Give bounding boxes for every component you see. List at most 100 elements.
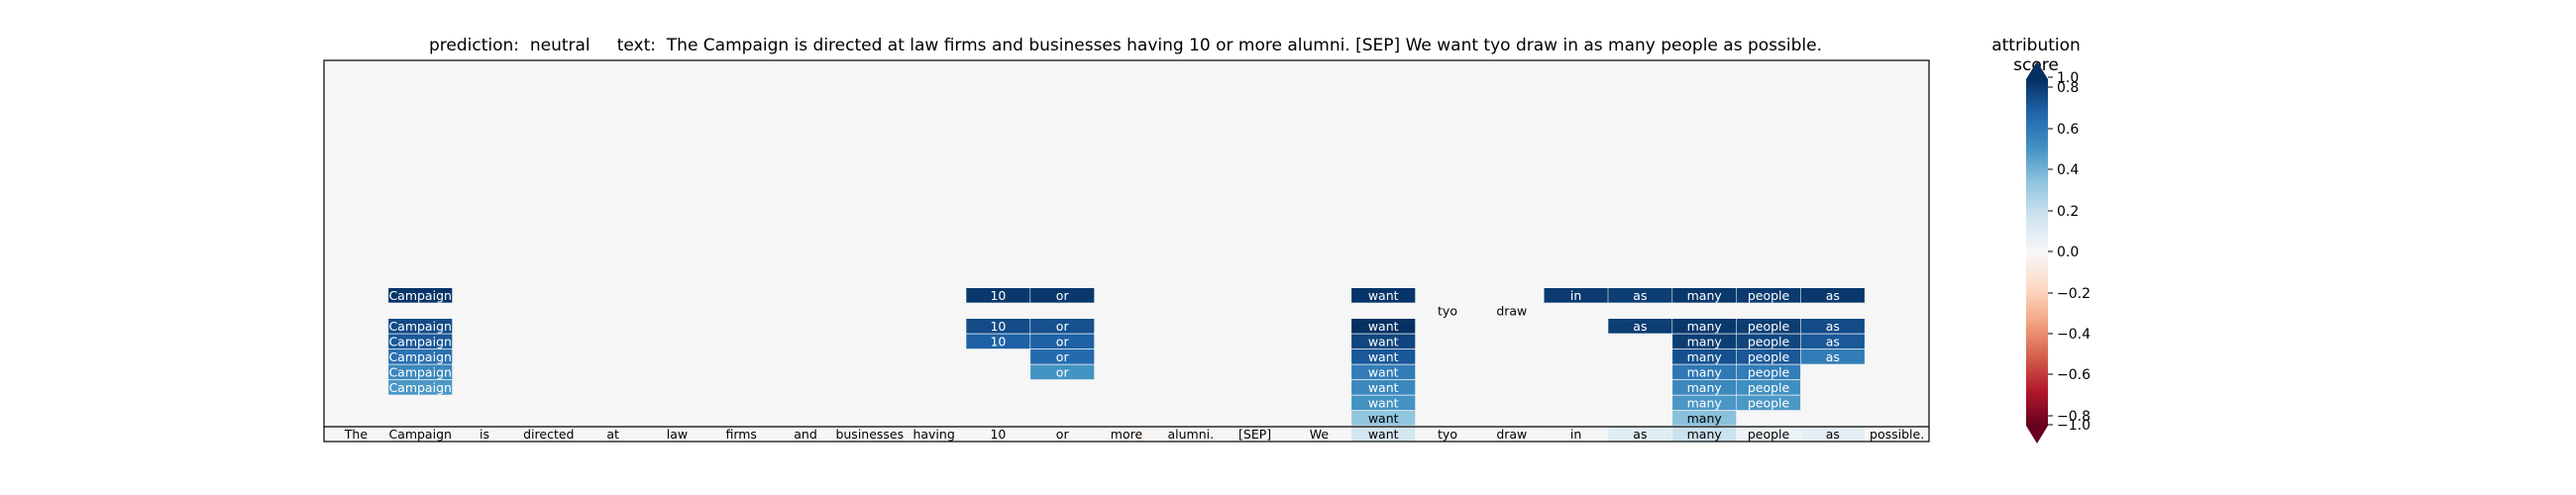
heatmap-cell: [1094, 427, 1159, 442]
cell-token-label: tyo: [1438, 427, 1457, 442]
heatmap-cell: [1608, 427, 1672, 442]
cell-token-label: want: [1368, 364, 1399, 379]
cell-token-label: or: [1056, 334, 1070, 348]
heatmap-cell: [1351, 395, 1416, 411]
cell-token-label: as: [1826, 427, 1840, 442]
cell-token-label: alumni.: [1167, 427, 1214, 442]
cell-token-label: want: [1368, 319, 1399, 334]
heatmap-cell: [1800, 334, 1865, 349]
colorbar-tick-label: −1.0: [2057, 418, 2091, 434]
heatmap-cell: [1736, 380, 1801, 395]
colorbar-tick-label: 0.8: [2057, 80, 2079, 96]
cell-token-label: people: [1748, 380, 1790, 395]
cell-token-label: want: [1368, 411, 1399, 426]
heatmap-cell: [966, 334, 1030, 349]
cell-token-label: want: [1368, 334, 1399, 348]
cell-token-label: Campaign: [388, 427, 452, 442]
heatmap-cell: [1030, 319, 1095, 334]
cell-token-label: many: [1687, 349, 1723, 364]
colorbar-max-arrow: [2026, 61, 2048, 79]
colorbar-tick-label: 0.0: [2057, 245, 2079, 260]
heatmap-cell: [966, 319, 1030, 334]
heatmap-cell: [1608, 319, 1672, 334]
cell-token-label: We: [1310, 427, 1330, 442]
cell-token-label: many: [1687, 288, 1723, 303]
cell-token-label: or: [1056, 364, 1070, 379]
cell-token-label: Campaign: [388, 319, 452, 334]
heatmap-cell: [1672, 334, 1737, 349]
prediction-label: prediction:: [429, 36, 520, 55]
cell-token-label: having: [912, 427, 954, 442]
heatmap-cell: [1608, 288, 1672, 303]
heatmap-cell: [1030, 288, 1095, 303]
cell-token-label: many: [1687, 427, 1723, 442]
cell-token-label: draw: [1496, 427, 1527, 442]
cell-token-label: law: [667, 427, 688, 442]
colorbar-tick-label: −0.8: [2057, 409, 2091, 425]
cell-token-label: or: [1056, 427, 1070, 442]
heatmap-cell: [1736, 319, 1801, 334]
cell-token-label: 10: [990, 334, 1006, 348]
cell-token-label: draw: [1496, 303, 1527, 318]
cell-token-label: as: [1633, 427, 1647, 442]
cell-token-label: at: [606, 427, 619, 442]
cell-token-label: [SEP]: [1238, 427, 1271, 442]
colorbar-tick-label: 0.4: [2057, 162, 2079, 178]
cell-token-label: Campaign: [388, 334, 452, 348]
heatmap-cell: [1544, 427, 1608, 442]
heatmap-cell: [388, 319, 453, 334]
cell-token-label: many: [1687, 411, 1723, 426]
cell-token-label: want: [1368, 427, 1399, 442]
cell-token-label: as: [1633, 319, 1647, 334]
cell-token-label: is: [480, 427, 489, 442]
heatmap-cell: [966, 288, 1030, 303]
heatmap-cell: [1672, 395, 1737, 411]
cell-token-label: want: [1368, 380, 1399, 395]
cell-token-label: as: [1826, 288, 1840, 303]
heatmap-cell: [1351, 380, 1416, 395]
heatmap-cell: [388, 288, 453, 303]
heatmap-cell: [1800, 427, 1865, 442]
heatmap-cell: [1800, 349, 1865, 364]
heatmap-cell: [388, 380, 453, 395]
cell-token-label: in: [1570, 288, 1581, 303]
cell-token-label: more: [1111, 427, 1143, 442]
heatmap-cell: [1736, 334, 1801, 349]
heatmap-cell: [1672, 364, 1737, 380]
heatmap-cell: [1351, 427, 1416, 442]
text-label: text:: [616, 36, 656, 55]
cell-token-label: and: [794, 427, 817, 442]
cell-token-label: or: [1056, 349, 1070, 364]
cell-token-label: people: [1748, 319, 1790, 334]
cell-token-label: 10: [990, 319, 1006, 334]
heatmap-cell: [1672, 349, 1737, 364]
heatmap-cell: [1351, 364, 1416, 380]
cell-token-label: Campaign: [388, 364, 452, 379]
cell-token-label: The: [344, 427, 369, 442]
cell-token-label: people: [1748, 334, 1790, 348]
cell-token-label: possible.: [1870, 427, 1924, 442]
cell-token-label: many: [1687, 319, 1723, 334]
heatmap-cell: [1672, 288, 1737, 303]
heatmap-cell: [388, 349, 453, 364]
heatmap-cell: [388, 334, 453, 349]
heatmap-cell: [1800, 288, 1865, 303]
cell-token-label: Campaign: [388, 380, 452, 395]
cell-token-label: people: [1748, 288, 1790, 303]
colorbar-tick-label: 0.2: [2057, 204, 2079, 220]
heatmap-cell: [1351, 288, 1416, 303]
cell-token-label: in: [1570, 427, 1581, 442]
plot-frame: [323, 59, 1930, 443]
heatmap-cell: [1351, 349, 1416, 364]
cell-token-label: want: [1368, 288, 1399, 303]
heatmap-cell: [1736, 349, 1801, 364]
heatmap-cell: [1030, 364, 1095, 380]
cell-token-label: want: [1368, 349, 1399, 364]
cell-token-label: 10: [990, 427, 1006, 442]
cell-token-label: tyo: [1438, 303, 1457, 318]
colorbar-gradient: [2026, 79, 2048, 426]
heatmap-cell: [388, 427, 453, 442]
heatmap-cell: [1736, 364, 1801, 380]
cell-token-label: people: [1748, 364, 1790, 379]
cell-token-label: 10: [990, 288, 1006, 303]
